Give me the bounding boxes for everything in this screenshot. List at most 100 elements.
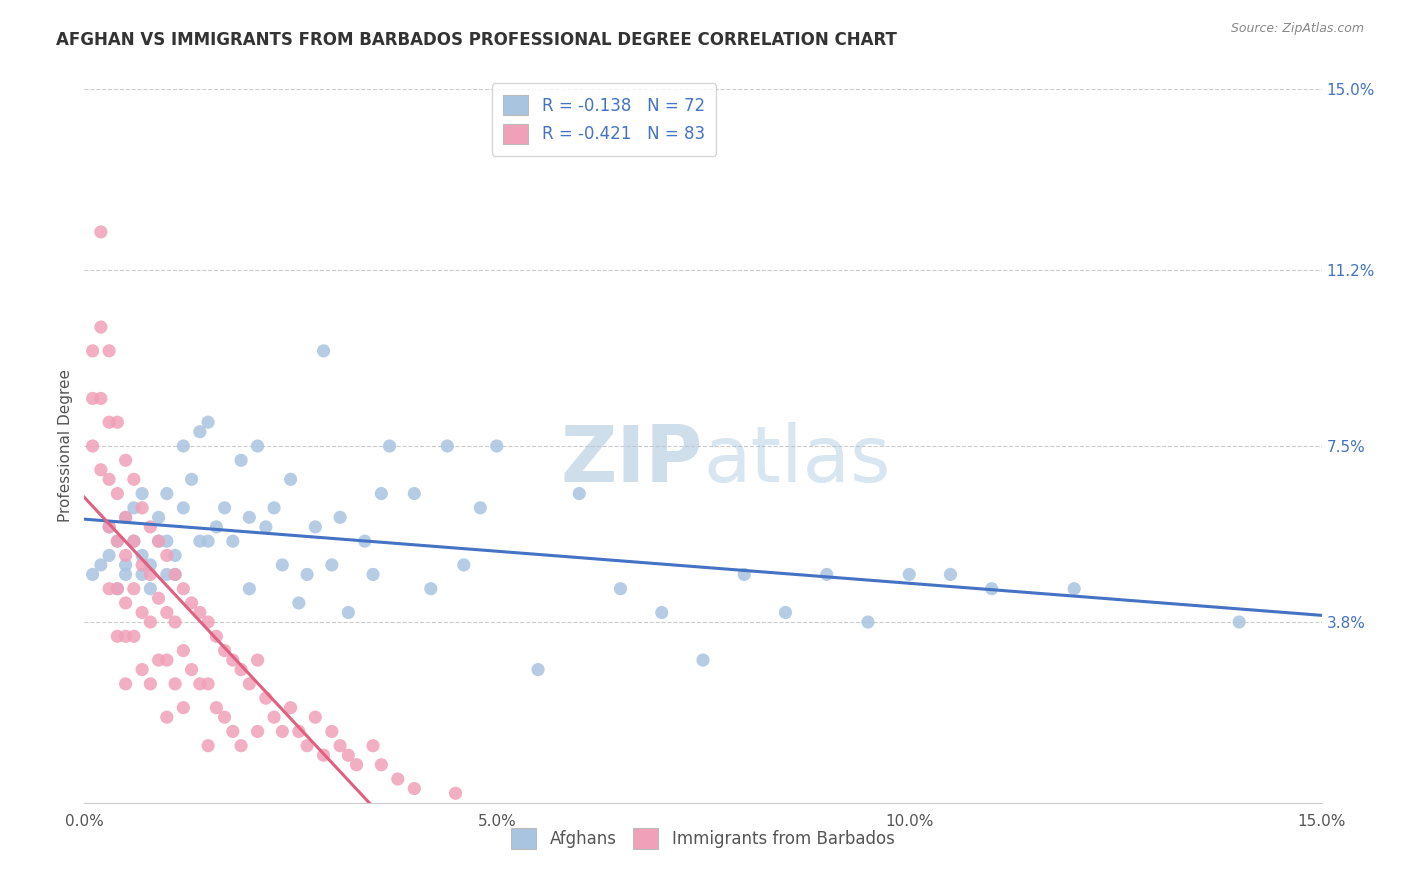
Point	[197, 739, 219, 753]
Point	[361, 739, 384, 753]
Point	[188, 677, 211, 691]
Point	[105, 629, 128, 643]
Point	[775, 606, 797, 620]
Point	[404, 486, 426, 500]
Point	[131, 549, 153, 563]
Point	[980, 582, 1002, 596]
Point	[188, 534, 211, 549]
Point	[337, 606, 360, 620]
Point	[856, 615, 879, 629]
Point	[197, 615, 219, 629]
Point	[114, 453, 136, 467]
Point	[222, 653, 245, 667]
Point	[114, 510, 136, 524]
Point	[105, 582, 128, 596]
Point	[939, 567, 962, 582]
Point	[1227, 615, 1250, 629]
Point	[312, 343, 335, 358]
Point	[122, 582, 145, 596]
Point	[180, 596, 202, 610]
Point	[139, 567, 162, 582]
Point	[370, 757, 392, 772]
Point	[156, 710, 179, 724]
Point	[568, 486, 591, 500]
Point	[139, 520, 162, 534]
Point	[131, 567, 153, 582]
Point	[238, 510, 260, 524]
Point	[156, 549, 179, 563]
Point	[419, 582, 441, 596]
Text: ZIP: ZIP	[561, 422, 703, 499]
Point	[898, 567, 921, 582]
Point	[246, 653, 269, 667]
Point	[156, 486, 179, 500]
Point	[222, 534, 245, 549]
Point	[122, 534, 145, 549]
Point	[131, 606, 153, 620]
Point	[114, 558, 136, 572]
Point	[148, 534, 170, 549]
Point	[114, 677, 136, 691]
Point	[114, 510, 136, 524]
Point	[246, 724, 269, 739]
Point	[148, 591, 170, 606]
Point	[238, 582, 260, 596]
Point	[733, 567, 755, 582]
Point	[346, 757, 368, 772]
Point	[148, 510, 170, 524]
Point	[98, 520, 121, 534]
Point	[229, 663, 252, 677]
Point	[114, 629, 136, 643]
Point	[312, 748, 335, 763]
Point	[98, 582, 121, 596]
Point	[180, 472, 202, 486]
Point	[131, 486, 153, 500]
Point	[98, 472, 121, 486]
Point	[82, 392, 104, 406]
Point	[280, 472, 302, 486]
Point	[271, 724, 294, 739]
Text: AFGHAN VS IMMIGRANTS FROM BARBADOS PROFESSIONAL DEGREE CORRELATION CHART: AFGHAN VS IMMIGRANTS FROM BARBADOS PROFE…	[56, 31, 897, 49]
Text: Source: ZipAtlas.com: Source: ZipAtlas.com	[1230, 22, 1364, 36]
Point	[90, 558, 112, 572]
Point	[214, 500, 236, 515]
Point	[122, 472, 145, 486]
Point	[404, 781, 426, 796]
Point	[122, 500, 145, 515]
Point	[98, 549, 121, 563]
Legend: Afghans, Immigrants from Barbados: Afghans, Immigrants from Barbados	[502, 818, 904, 859]
Point	[485, 439, 508, 453]
Point	[387, 772, 409, 786]
Point	[172, 439, 194, 453]
Point	[139, 615, 162, 629]
Point	[172, 500, 194, 515]
Point	[98, 520, 121, 534]
Point	[337, 748, 360, 763]
Point	[139, 582, 162, 596]
Point	[527, 663, 550, 677]
Point	[295, 739, 318, 753]
Point	[436, 439, 458, 453]
Point	[271, 558, 294, 572]
Point	[370, 486, 392, 500]
Point	[254, 691, 277, 706]
Point	[165, 567, 187, 582]
Point	[148, 534, 170, 549]
Point	[139, 558, 162, 572]
Point	[238, 677, 260, 691]
Point	[444, 786, 467, 800]
Point	[815, 567, 838, 582]
Point	[197, 415, 219, 429]
Point	[692, 653, 714, 667]
Point	[254, 520, 277, 534]
Point	[280, 700, 302, 714]
Point	[205, 629, 228, 643]
Point	[214, 643, 236, 657]
Point	[165, 615, 187, 629]
Point	[288, 596, 311, 610]
Point	[90, 320, 112, 334]
Point	[651, 606, 673, 620]
Point	[114, 596, 136, 610]
Point	[105, 582, 128, 596]
Point	[304, 520, 326, 534]
